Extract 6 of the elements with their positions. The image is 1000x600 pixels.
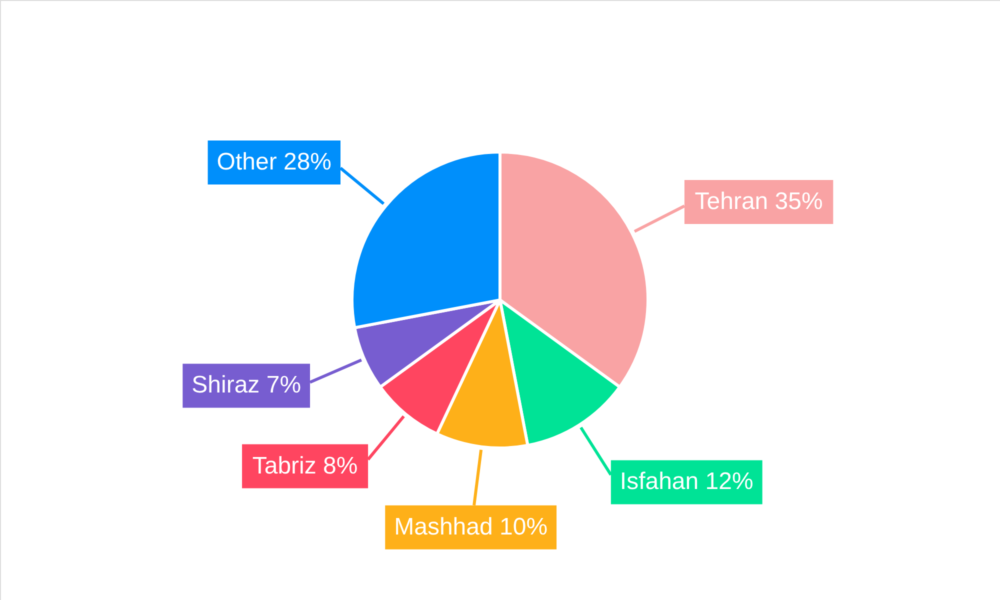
slice-label: Isfahan 12%: [620, 468, 754, 496]
slice-label: Tehran 35%: [694, 188, 823, 216]
slice-label: Tabriz 8%: [252, 452, 358, 480]
slice-label: Shiraz 7%: [192, 372, 302, 399]
slice-label: Mashhad 10%: [394, 513, 548, 540]
slice-label: Other 28%: [216, 148, 332, 176]
